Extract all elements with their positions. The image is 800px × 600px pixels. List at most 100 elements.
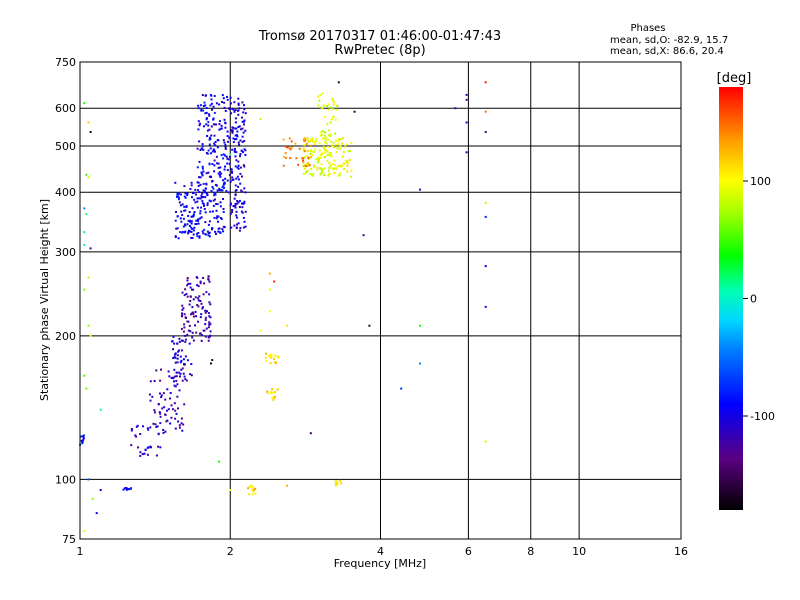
data-point (311, 173, 314, 176)
data-point (164, 398, 167, 401)
data-point (307, 158, 310, 160)
data-point (164, 430, 167, 433)
data-point (184, 192, 187, 195)
data-point (211, 179, 214, 182)
data-point (216, 146, 219, 149)
data-point (205, 118, 208, 121)
data-point (211, 359, 214, 361)
data-point (203, 228, 206, 231)
data-point (178, 424, 181, 427)
data-point (170, 404, 173, 407)
data-point (241, 140, 244, 143)
data-point (237, 164, 240, 167)
data-point (239, 166, 242, 169)
data-point (224, 148, 227, 150)
data-point (186, 192, 189, 194)
data-point (230, 170, 233, 173)
data-point (334, 132, 337, 135)
data-point (223, 168, 226, 171)
data-point (342, 162, 345, 165)
data-point (328, 152, 331, 154)
data-point (244, 191, 247, 194)
data-point (149, 380, 152, 383)
data-point (87, 324, 90, 327)
data-point (149, 426, 152, 429)
data-point (264, 356, 267, 359)
data-point (271, 396, 274, 399)
data-point (197, 297, 200, 300)
data-point (199, 332, 202, 335)
data-point (167, 408, 170, 411)
data-point (210, 134, 213, 137)
data-point (207, 234, 210, 237)
data-point (194, 223, 197, 226)
data-point (87, 121, 90, 124)
data-point (268, 310, 271, 313)
data-point (196, 235, 199, 238)
data-point (182, 307, 185, 310)
data-point (191, 207, 194, 210)
data-point (274, 354, 277, 357)
data-point (190, 222, 193, 225)
data-point (234, 193, 237, 196)
data-point (205, 182, 208, 185)
data-point (186, 277, 189, 279)
data-point (325, 136, 328, 139)
data-point (150, 446, 152, 449)
data-point (465, 93, 468, 96)
data-point (189, 282, 192, 285)
data-point (83, 529, 86, 532)
data-point (155, 454, 158, 457)
data-point (176, 195, 178, 198)
data-point (199, 217, 202, 220)
data-point (454, 107, 457, 110)
data-point (202, 293, 205, 296)
data-point (203, 191, 206, 194)
data-point (183, 326, 186, 329)
data-point (272, 357, 275, 360)
data-point (146, 427, 149, 430)
data-point (234, 109, 237, 111)
data-point (240, 149, 243, 152)
data-point (272, 398, 275, 401)
data-point (171, 408, 174, 411)
data-point (309, 173, 312, 176)
data-point (207, 336, 210, 339)
data-point (229, 155, 231, 158)
data-point (208, 293, 211, 296)
data-point (196, 304, 199, 306)
data-point (362, 234, 365, 237)
data-point (215, 203, 218, 205)
data-point (183, 209, 186, 212)
data-point (188, 324, 191, 327)
data-point (191, 288, 193, 291)
data-point (184, 338, 187, 341)
data-point (164, 413, 167, 416)
data-point (207, 275, 210, 278)
data-point (333, 164, 336, 167)
data-point (238, 107, 241, 110)
data-point (419, 324, 421, 327)
data-point (198, 191, 201, 194)
data-point (243, 202, 246, 205)
data-point (286, 146, 289, 149)
data-point (341, 155, 344, 158)
data-point (294, 142, 297, 145)
data-point (218, 171, 221, 174)
data-point (321, 168, 324, 171)
data-point (199, 282, 202, 285)
data-point (286, 484, 289, 487)
data-point (223, 186, 225, 189)
data-point (135, 435, 138, 438)
data-point (209, 147, 212, 150)
data-point (82, 435, 85, 438)
data-point (334, 480, 337, 483)
data-point (222, 153, 225, 156)
data-point (184, 334, 187, 337)
data-point (211, 163, 214, 165)
data-point (205, 94, 207, 97)
data-point (209, 330, 212, 333)
data-point (208, 235, 211, 238)
data-point (206, 230, 209, 233)
data-point (223, 141, 226, 144)
